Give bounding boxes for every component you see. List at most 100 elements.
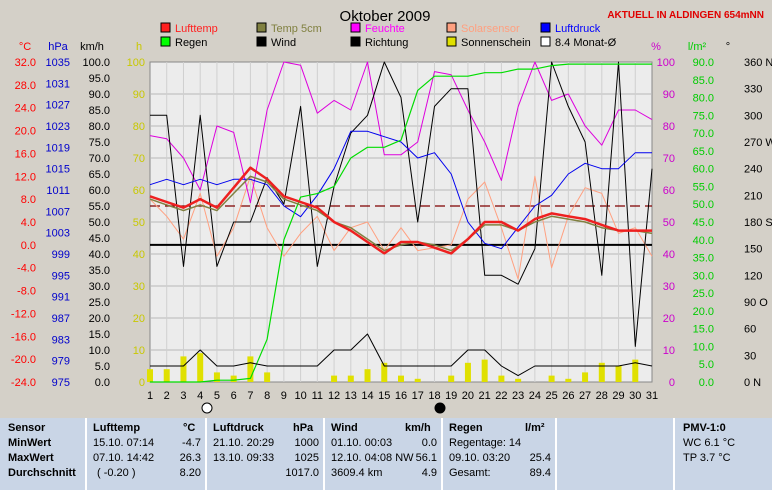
day-label: 14 [361,390,373,402]
tick-temp: -12.0 [11,308,36,320]
day-label: 8 [264,390,270,402]
tick-direction: 330 [744,84,762,96]
day-label: 18 [428,390,440,402]
day-label: 19 [445,390,457,402]
series-temp5cm [149,175,653,252]
tick-rain: 90.0 [693,57,714,69]
tick-pressure: 1015 [46,164,70,176]
day-label: 5 [214,390,220,402]
day-label: 1 [147,390,153,402]
stats-lufttemp-avg: 8.20 [179,467,201,479]
tick-direction: 210 [744,190,762,202]
stats-avg-label: Durchschnitt [8,467,76,479]
day-label: 9 [281,390,287,402]
stats-sensor-column: Sensor MinWert MaxWert Durchschnitt [0,418,87,490]
stats-regen-column: Regen l/m² Regentage: 14 09.10. 03:20 25… [443,418,557,490]
tick-direction: 30 [744,350,756,362]
tick-direction: 360 N [744,57,772,69]
tick-humidity: 80 [663,121,675,133]
day-label: 23 [512,390,524,402]
legend-swatch [350,36,361,47]
sunshine-bar [548,375,555,382]
tick-temp: 12.0 [15,171,36,183]
tick-direction: 300 [744,110,762,122]
tick-pressure: 1003 [46,228,70,240]
day-label: 3 [180,390,186,402]
stats-regen-total-label: Gesamt: [449,467,491,479]
weather-chart: Oktober 2009 AKTUELL IN ALDINGEN 654mNN … [10,8,772,414]
legend-label: Regen [175,37,207,49]
stats-regen-days: Regentage: 14 [449,437,522,449]
sunshine-bar [264,372,271,382]
tick-pressure: 1035 [46,57,70,69]
stats-windchill: WC 6.1 °C [683,437,736,449]
day-label: 28 [596,390,608,402]
tick-wind: 85.0 [89,105,110,117]
legend-label: Temp 5cm [271,23,322,35]
sunshine-bar [230,375,237,382]
moon-phase-icon [201,402,213,414]
tick-wind: 30.0 [89,281,110,293]
tick-sun: 100 [127,57,145,69]
tick-temp: -16.0 [11,331,36,343]
sunshine-bar [582,372,589,382]
tick-wind: 50.0 [89,217,110,229]
stats-dewpoint: TP 3.7 °C [683,452,731,464]
legend-swatch [350,22,361,33]
tick-sun: 80 [133,121,145,133]
stats-regen-title: Regen [449,422,483,434]
stats-wind-avg: 4.9 [421,467,437,479]
tick-rain: 85.0 [693,75,714,87]
legend-label: Sonnenschein [461,37,531,49]
day-label: 20 [462,390,474,402]
tick-wind: 65.0 [89,169,110,181]
axis-unit-direction: ° [726,41,730,53]
moon-phase-icon [434,402,446,414]
tick-rain: 70.0 [693,128,714,140]
stats-lufttemp-min-time: 15.10. 07:14 [93,437,155,449]
tick-pressure: 1019 [46,142,70,154]
legend-swatch [256,22,267,33]
tick-pressure: 991 [52,292,70,304]
tick-temp: -4.0 [17,263,36,275]
stats-wind-min: 0.0 [421,437,437,449]
tick-humidity: 40 [663,249,675,261]
day-label: 30 [629,390,641,402]
axis-tick-labels: 32.0 28.0 24.0 20.0 16.0 12.0 8.0 4.0 0.0 -4.0 -8.… [11,57,772,389]
tick-wind: 95.0 [89,73,110,85]
day-label: 11 [312,390,323,402]
tick-sun: 70 [133,153,145,165]
stats-lufttemp-unit: °C [183,422,196,434]
tick-rain: 35.0 [693,253,714,265]
tick-rain: 5.0 [699,359,714,371]
stats-luftdruck-min-time: 21.10. 20:29 [213,437,275,449]
tick-sun: 90 [133,89,145,101]
tick-pressure: 999 [52,249,70,261]
sunshine-bars [147,353,639,382]
sunshine-bar [481,359,488,382]
tick-wind: 20.0 [89,313,110,325]
sunshine-bar [247,356,254,382]
tick-pressure: 979 [52,356,70,368]
tick-wind: 0.0 [95,377,110,389]
legend-swatch [160,36,171,47]
stats-wind-max: 56.1 [415,452,437,464]
stats-wind-title: Wind [331,422,358,434]
tick-wind: 25.0 [89,297,110,309]
stats-regen-max: 25.4 [529,452,551,464]
legend-label: Luftdruck [555,23,601,35]
tick-wind: 35.0 [89,265,110,277]
tick-pressure: 987 [52,313,70,325]
tick-pressure: 1023 [46,121,70,133]
day-label: 22 [495,390,507,402]
sunshine-bar [381,362,388,382]
tick-wind: 80.0 [89,121,110,133]
stats-luftdruck-max-time: 13.10. 09:33 [213,452,275,464]
day-label: 2 [164,390,170,402]
day-label: 17 [412,390,424,402]
tick-sun: 60 [133,185,145,197]
x-axis-day-labels: 1 2 3 4 5 6 7 8 9 10 11 12 13 14 15 16 17 18 19 20 21 22 23 24 2… [147,390,658,402]
tick-rain: 50.0 [693,199,714,211]
tick-pressure: 1011 [46,185,70,197]
tick-wind: 45.0 [89,233,110,245]
